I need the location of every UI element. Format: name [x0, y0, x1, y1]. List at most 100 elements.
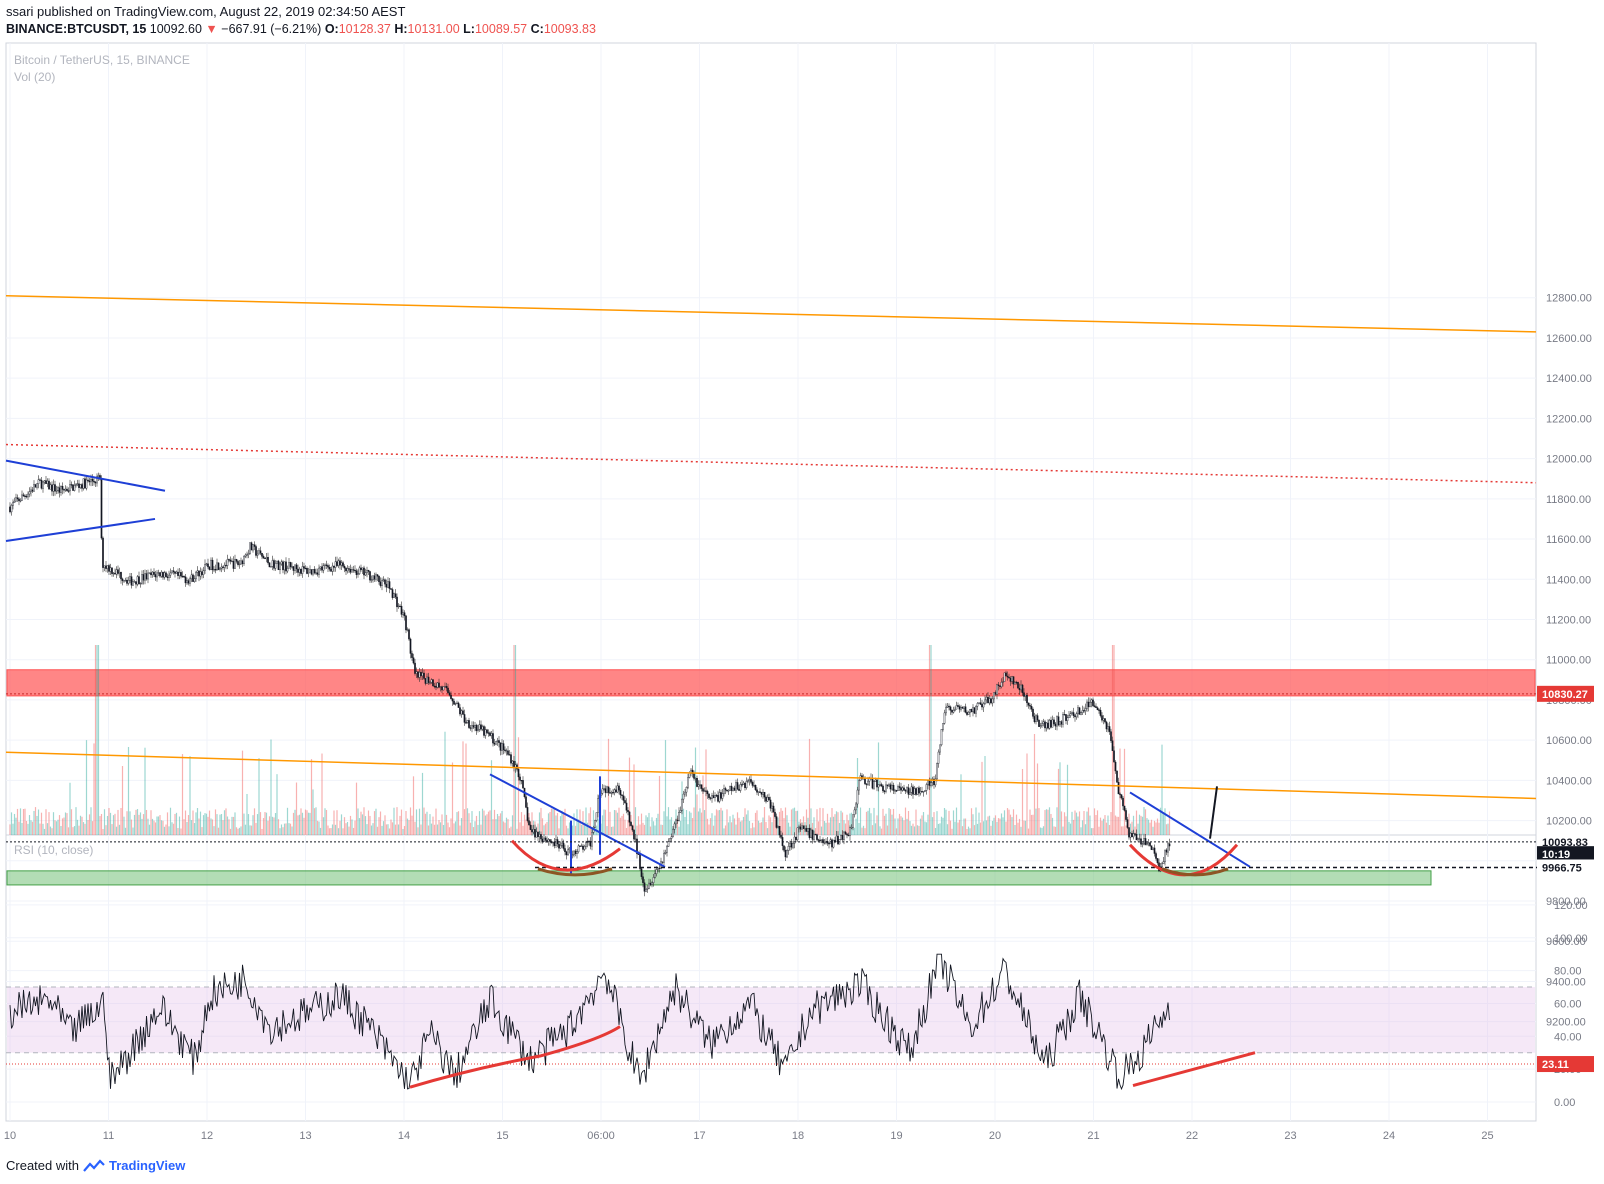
- candle-body: [345, 567, 347, 572]
- candle-body: [864, 777, 866, 784]
- candle-body: [436, 682, 439, 688]
- candle-body: [1137, 838, 1139, 841]
- candle-body: [676, 819, 679, 821]
- candle-body: [520, 780, 523, 782]
- volume-bar: [949, 820, 952, 835]
- volume-bar: [171, 822, 173, 835]
- volume-bar: [961, 826, 964, 835]
- volume-bar: [837, 812, 839, 835]
- volume-bar: [48, 812, 50, 835]
- candle-body: [1102, 718, 1105, 721]
- candle-body: [595, 812, 598, 821]
- candle-body: [210, 559, 212, 570]
- candle-body: [667, 841, 670, 847]
- candle-body: [738, 788, 740, 791]
- volume-bar: [157, 816, 160, 835]
- candle-body: [982, 703, 985, 708]
- volume-bar: [112, 815, 115, 835]
- candle-body: [456, 702, 458, 704]
- candle-body: [697, 784, 700, 787]
- candle-body: [841, 835, 844, 840]
- candle-body: [331, 565, 334, 572]
- candle-body: [568, 848, 571, 851]
- volume-bar: [37, 809, 40, 835]
- volume-bar: [30, 820, 32, 835]
- time-tick-label: 15: [496, 1130, 508, 1142]
- time-tick-label: 14: [398, 1130, 410, 1142]
- volume-bar: [1069, 823, 1072, 835]
- volume-bar: [550, 808, 553, 835]
- price-tick-label: 10200.00: [1546, 816, 1592, 828]
- volume-bar: [331, 824, 334, 835]
- volume-bar: [514, 645, 517, 835]
- candle-body: [162, 571, 164, 578]
- candle-body: [958, 706, 961, 710]
- volume-bar: [291, 826, 293, 835]
- volume-bar: [838, 822, 841, 835]
- candle-body: [78, 483, 80, 488]
- volume-bar: [480, 824, 482, 835]
- volume-bar: [229, 828, 232, 835]
- volume-bar: [1024, 820, 1027, 835]
- high-value: 10131.00: [407, 22, 460, 36]
- candle-body: [495, 741, 497, 745]
- candle-body: [501, 743, 503, 751]
- candle-body: [880, 784, 883, 787]
- candle-body: [549, 839, 551, 842]
- candle-body: [438, 682, 440, 688]
- volume-bar: [703, 810, 706, 835]
- volume-bar: [135, 809, 137, 835]
- volume-bar: [457, 811, 460, 835]
- candle-body: [1093, 705, 1096, 707]
- candle-body: [124, 579, 127, 582]
- volume-bar: [141, 818, 143, 835]
- volume-bar: [39, 823, 41, 835]
- candle-body: [1147, 842, 1150, 844]
- volume-bar: [25, 820, 28, 835]
- volume-bar: [1039, 827, 1042, 835]
- volume-bar: [1008, 809, 1010, 835]
- candle-body: [358, 567, 361, 574]
- candle-body: [897, 786, 899, 791]
- candle-body: [946, 705, 949, 708]
- candle-body: [525, 796, 527, 808]
- candle-body: [639, 854, 641, 869]
- volume-bar: [1036, 763, 1039, 835]
- candle-body: [655, 869, 658, 874]
- volume-bar: [736, 812, 739, 835]
- volume-bar: [745, 814, 748, 835]
- candle-body: [886, 784, 889, 787]
- volume-bar: [840, 810, 842, 835]
- candle-body: [283, 561, 286, 571]
- candle-body: [687, 777, 689, 788]
- candle-body: [16, 497, 19, 500]
- volume-bar: [129, 811, 131, 835]
- candle-body: [903, 787, 905, 791]
- candle-body: [1144, 838, 1147, 845]
- volume-bar: [127, 746, 130, 835]
- candle-body: [196, 570, 199, 573]
- volume-bar: [445, 814, 448, 835]
- volume-bar: [220, 814, 223, 835]
- candle-body: [201, 571, 203, 575]
- candle-body: [193, 578, 196, 582]
- volume-bar: [768, 815, 770, 835]
- volume-bar: [604, 809, 607, 835]
- candle-body: [934, 778, 937, 786]
- volume-bar: [771, 822, 773, 835]
- volume-bar: [519, 822, 521, 835]
- rounded-bottom-inner-curve-2: [1161, 867, 1229, 877]
- candle-body: [297, 568, 299, 573]
- candle-body: [1089, 702, 1091, 708]
- volume-bar: [160, 820, 163, 835]
- volume-bar: [219, 814, 221, 835]
- chart-canvas[interactable]: 12800.0012600.0012400.0012200.0012000.00…: [0, 0, 1604, 1150]
- candle-body: [1017, 682, 1019, 689]
- candle-body: [762, 791, 764, 795]
- volume-bar: [963, 818, 965, 835]
- volume-bar: [156, 816, 158, 835]
- volume-bar: [658, 775, 661, 835]
- volume-bar: [435, 808, 437, 835]
- volume-bar: [498, 816, 500, 835]
- volume-bar: [175, 812, 178, 835]
